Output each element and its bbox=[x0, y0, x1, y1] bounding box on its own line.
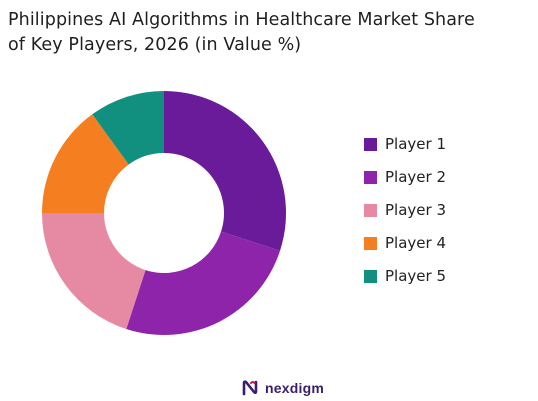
donut-slice-player-3 bbox=[42, 213, 146, 330]
legend-swatch-player-1 bbox=[364, 138, 377, 151]
donut-slice-player-2 bbox=[126, 231, 281, 335]
legend-label-player-4: Player 4 bbox=[385, 234, 446, 252]
legend-swatch-player-2 bbox=[364, 171, 377, 184]
chart-title-line-1: Philippines AI Algorithms in Healthcare … bbox=[8, 10, 475, 30]
legend-label-player-5: Player 5 bbox=[385, 267, 446, 285]
legend-label-player-2: Player 2 bbox=[385, 168, 446, 186]
legend-label-player-1: Player 1 bbox=[385, 135, 446, 153]
legend-swatch-player-3 bbox=[364, 204, 377, 217]
chart-title: Philippines AI Algorithms in Healthcare … bbox=[8, 8, 528, 58]
legend-swatch-player-4 bbox=[364, 237, 377, 250]
donut-slice-player-4 bbox=[42, 114, 129, 213]
donut-slice-player-1 bbox=[164, 91, 286, 251]
legend-label-player-3: Player 3 bbox=[385, 201, 446, 219]
legend-swatch-player-5 bbox=[364, 270, 377, 283]
chart-title-line-2: of Key Players, 2026 (in Value %) bbox=[8, 35, 302, 55]
nexdigm-logo-icon bbox=[242, 380, 258, 396]
brand-name: nexdigm bbox=[265, 380, 324, 396]
donut-slice-player-5 bbox=[92, 91, 164, 165]
